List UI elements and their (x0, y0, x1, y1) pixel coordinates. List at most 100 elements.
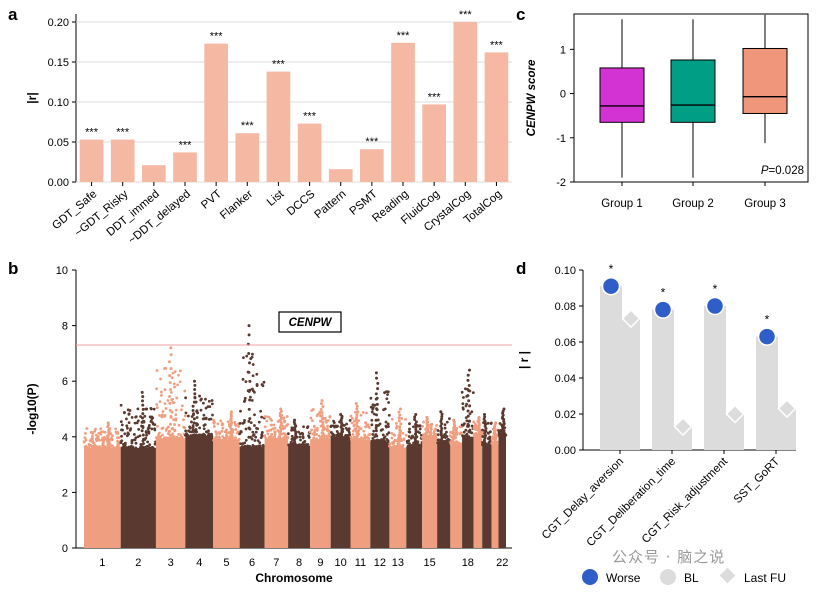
significance-label: *** (272, 59, 286, 71)
y-tick-label: 2 (62, 487, 68, 499)
gene-label: CENPW (289, 317, 333, 329)
snp-point (298, 435, 302, 439)
snp-point (473, 433, 477, 437)
snp-point (247, 333, 251, 337)
x-tick-label: List (265, 188, 287, 209)
snp-point (243, 444, 247, 448)
snp-point (489, 422, 493, 425)
snp-point (313, 425, 316, 428)
snp-point (376, 418, 380, 422)
significance-label: *** (397, 30, 411, 42)
snp-point (137, 428, 141, 431)
snp-point (279, 416, 283, 420)
snp-point (145, 444, 149, 448)
snp-point (153, 423, 157, 427)
snp-point (281, 424, 285, 428)
snp-point (88, 439, 92, 443)
snp-point (141, 395, 145, 399)
snp-point (443, 441, 447, 445)
snp-point (112, 446, 116, 450)
snp-point (330, 424, 333, 428)
snp-point (358, 437, 362, 441)
snp-point (229, 429, 233, 433)
snp-point (103, 430, 107, 434)
snp-point (496, 440, 499, 444)
snp-point (398, 413, 402, 417)
watermark: 公众号 · 脑之说 (612, 548, 726, 566)
chromosome-band (498, 436, 506, 548)
snp-point (116, 430, 120, 434)
snp-point (217, 435, 221, 439)
snp-point (413, 437, 417, 441)
snp-point (102, 446, 106, 449)
snp-point (193, 388, 197, 392)
snp-point (173, 370, 177, 374)
snp-point (412, 425, 415, 429)
snp-point (258, 444, 262, 448)
snp-point (141, 433, 145, 437)
snp-point (315, 426, 319, 430)
snp-point (392, 433, 396, 437)
snp-point (122, 411, 126, 414)
snp-point (414, 435, 418, 439)
snp-point (497, 432, 501, 436)
snp-point (101, 436, 105, 440)
snp-point (483, 415, 487, 419)
snp-point (136, 419, 140, 423)
snp-point (501, 426, 505, 430)
snp-point (192, 379, 196, 383)
snp-point (350, 421, 354, 425)
bar-last-fu (778, 408, 796, 450)
snp-point (110, 434, 114, 438)
snp-point (306, 443, 310, 446)
snp-point (375, 402, 379, 406)
significance-label: *** (179, 139, 193, 151)
snp-point (327, 432, 331, 435)
snp-point (269, 417, 273, 421)
bar (204, 43, 228, 182)
snp-point (202, 427, 206, 431)
snp-point (166, 399, 170, 402)
snp-point (279, 423, 283, 427)
snp-point (354, 427, 358, 431)
snp-point (302, 440, 306, 444)
snp-point (243, 396, 247, 400)
y-tick-label: 0.02 (555, 409, 576, 421)
snp-point (210, 399, 214, 402)
snp-point (371, 433, 375, 436)
snp-point (320, 399, 324, 403)
snp-point (321, 425, 325, 429)
snp-point (488, 437, 492, 441)
snp-point (397, 419, 401, 423)
snp-point (319, 419, 323, 423)
chromosome-band (370, 441, 390, 548)
chromosome-tick-label: 7 (273, 557, 279, 569)
snp-point (129, 427, 133, 431)
snp-point (373, 439, 377, 443)
snp-point (390, 436, 394, 440)
snp-point (168, 401, 172, 405)
snp-point (359, 427, 363, 431)
snp-point (132, 438, 136, 442)
chromosome-band (120, 447, 156, 548)
significance-label: *** (428, 91, 442, 103)
snp-point (153, 442, 157, 446)
snp-point (239, 430, 243, 433)
snp-point (376, 439, 380, 443)
snp-point (144, 407, 148, 411)
snp-point (265, 429, 269, 433)
snp-point (248, 361, 252, 365)
snp-point (425, 415, 429, 419)
snp-point (184, 396, 188, 400)
snp-point (286, 432, 290, 436)
snp-point (253, 413, 256, 417)
snp-point (251, 444, 255, 447)
snp-point (440, 441, 444, 445)
significance-label: *** (116, 127, 130, 139)
snp-point (439, 410, 443, 414)
snp-point (171, 397, 175, 401)
snp-point (134, 415, 138, 419)
snp-point (443, 426, 447, 430)
snp-point (407, 439, 411, 443)
significance-label: *** (365, 136, 379, 148)
